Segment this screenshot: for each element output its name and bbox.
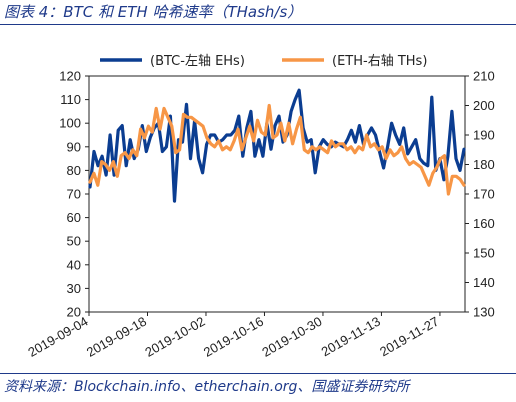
left-tick-label: 90: [67, 139, 81, 154]
hashrate-chart: 20 30 40 50 60 70 80 90 100 110 120 130 140 150 160 17…: [25, 54, 495, 360]
right-tick-label: 130: [473, 305, 495, 320]
x-tick-label: 2019-10-30: [259, 314, 324, 360]
right-tick-label: 150: [473, 246, 495, 261]
source-divider: [0, 373, 516, 374]
right-axis: 130 140 150 160 170 180 190 200 210: [465, 69, 495, 320]
x-tick-label: 2019-11-27: [377, 314, 441, 360]
left-tick-label: 100: [59, 116, 81, 131]
left-tick-label: 120: [59, 69, 81, 84]
left-tick-label: 40: [67, 257, 81, 272]
left-tick-label: 20: [67, 305, 81, 320]
eth-series-line: [88, 103, 466, 196]
x-tick-label: 2019-10-02: [142, 314, 207, 360]
x-tick-label: 2019-09-18: [84, 314, 149, 360]
right-tick-label: 160: [473, 216, 495, 231]
right-tick-label: 180: [473, 157, 495, 172]
left-axis: 20 30 40 50 60 70 80 90 100 110 120: [59, 69, 89, 320]
legend-btc-label: (BTC-左轴 EHs): [150, 54, 245, 69]
x-tick-label: 2019-11-13: [319, 314, 383, 360]
plot-frame: [88, 75, 466, 313]
left-tick-label: 60: [67, 210, 81, 225]
figure-title: 图表 4：BTC 和 ETH 哈希速率（THash/s）: [4, 3, 303, 21]
right-tick-label: 190: [473, 128, 495, 143]
left-tick-label: 30: [67, 281, 81, 296]
right-tick-label: 210: [473, 69, 495, 84]
right-tick-label: 200: [473, 98, 495, 113]
left-tick-label: 110: [60, 92, 81, 107]
btc-series-line: [88, 88, 466, 203]
title-divider: [0, 24, 516, 25]
x-axis: 2019-09-042019-09-182019-10-022019-10-16…: [25, 312, 441, 360]
left-tick-label: 70: [67, 187, 81, 202]
left-tick-label: 50: [67, 234, 81, 249]
x-tick-label: 2019-10-16: [201, 314, 266, 360]
x-tick-label: 2019-09-04: [25, 314, 90, 360]
legend-eth-label: (ETH-右轴 THs): [332, 54, 427, 69]
right-tick-label: 170: [473, 187, 495, 202]
source-note: 资料来源：Blockchain.info、etherchain.org、国盛证券…: [4, 379, 410, 395]
series-layer: [88, 88, 466, 203]
legend: (BTC-左轴 EHs) (ETH-右轴 THs): [100, 54, 427, 69]
right-tick-label: 140: [473, 275, 495, 290]
left-tick-label: 80: [67, 163, 81, 178]
